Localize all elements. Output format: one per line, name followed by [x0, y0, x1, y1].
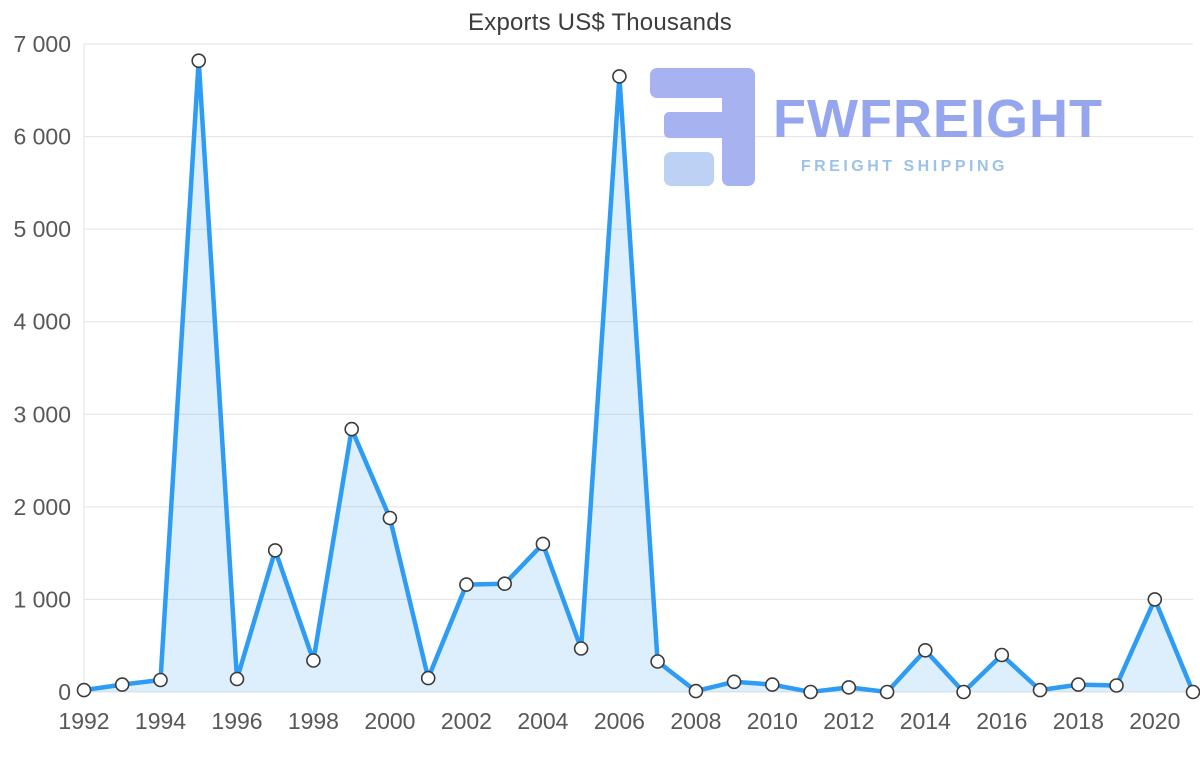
x-tick-label: 2012: [823, 708, 874, 734]
data-point-marker: [114, 677, 130, 692]
line-series: [81, 58, 1196, 695]
data-point-marker: [1032, 682, 1048, 698]
y-tick-label: 3 000: [13, 401, 71, 427]
x-tick-label: 2014: [900, 708, 951, 734]
data-point-marker: [764, 677, 780, 692]
x-tick-label: 2004: [517, 708, 568, 734]
data-point-marker: [497, 576, 513, 592]
data-point-marker: [612, 69, 627, 84]
x-tick-label: 1998: [288, 708, 339, 734]
x-tick-label: 2006: [594, 708, 645, 734]
x-tick-label: 2016: [976, 708, 1027, 734]
data-point-marker: [344, 421, 360, 437]
data-point-marker: [1109, 678, 1124, 693]
x-tick-label: 1994: [135, 708, 186, 734]
data-point-marker: [382, 510, 398, 526]
data-point-marker: [726, 674, 742, 690]
data-point-marker: [229, 671, 245, 687]
y-tick-label: 7 000: [13, 31, 71, 57]
data-point-marker: [994, 647, 1010, 663]
y-tick-label: 1 000: [13, 586, 71, 612]
x-tick-label: 2020: [1129, 708, 1180, 734]
data-point-marker: [956, 684, 971, 700]
data-point-marker: [267, 543, 283, 558]
data-point-marker: [535, 536, 551, 552]
data-point-marker: [650, 654, 665, 669]
data-point-marker: [191, 53, 206, 69]
data-point-marker: [841, 680, 857, 695]
y-tick-label: 5 000: [13, 216, 71, 242]
data-point-marker: [573, 641, 589, 656]
x-tick-label: 2002: [441, 708, 492, 734]
data-point-marker: [1071, 677, 1086, 692]
x-tick-label: 2000: [364, 708, 415, 734]
data-point-marker: [420, 670, 436, 686]
y-tick-label: 4 000: [13, 309, 71, 335]
data-point-marker: [153, 672, 168, 688]
data-point-marker: [459, 577, 474, 592]
x-tick-label: 1996: [211, 708, 262, 734]
y-tick-label: 6 000: [13, 124, 71, 150]
data-point-marker: [306, 653, 321, 668]
x-tick-label: 2018: [1053, 708, 1104, 734]
data-point-marker: [879, 684, 895, 700]
x-tick-label: 2010: [747, 708, 798, 734]
y-tick-label: 2 000: [13, 494, 71, 520]
data-point-marker: [1147, 592, 1163, 607]
data-point-marker: [76, 682, 92, 698]
data-point-marker: [803, 684, 818, 700]
data-point-marker: [917, 642, 933, 658]
chart-title: Exports US$ Thousands: [468, 9, 732, 36]
x-tick-label: 1992: [58, 708, 109, 734]
y-tick-label: 0: [58, 679, 71, 705]
data-point-marker: [688, 683, 704, 699]
data-point-marker: [1185, 684, 1200, 700]
x-tick-label: 2008: [670, 708, 721, 734]
